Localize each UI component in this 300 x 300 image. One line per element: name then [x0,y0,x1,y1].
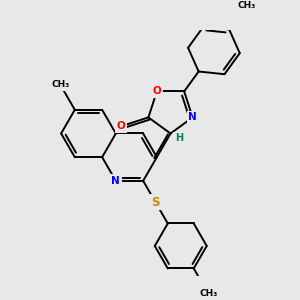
Text: CH₃: CH₃ [199,289,218,298]
Text: N: N [111,176,120,186]
Text: O: O [116,122,125,131]
Text: CH₃: CH₃ [237,1,256,10]
Text: H: H [175,133,183,143]
Text: S: S [151,196,160,209]
Text: O: O [152,86,161,96]
Text: CH₃: CH₃ [51,80,69,89]
Text: N: N [188,112,197,122]
